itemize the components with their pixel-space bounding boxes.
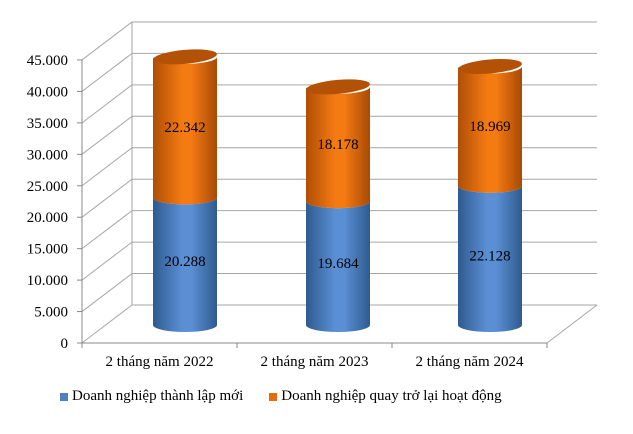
bar-segment bbox=[306, 86, 370, 209]
data-label: 20.288 bbox=[164, 254, 205, 270]
data-label: 22.342 bbox=[164, 120, 205, 136]
cylinder-top bbox=[153, 49, 217, 65]
cylinder-3: 22.128 18.969 bbox=[458, 58, 522, 332]
cylinder-top bbox=[458, 58, 522, 75]
y-tick-label: 25.000 bbox=[27, 179, 68, 195]
legend-item-returning: Doanh nghiệp quay trở lại hoạt động bbox=[269, 388, 502, 405]
y-tick-label: 10.000 bbox=[27, 273, 68, 289]
legend: Doanh nghiệp thành lập mới Doanh nghiệp … bbox=[60, 388, 502, 405]
x-tick-label: 2 tháng năm 2024 bbox=[416, 354, 524, 370]
data-label: 18.969 bbox=[469, 119, 510, 135]
x-axis-labels: 2 tháng năm 2022 2 tháng năm 2023 2 tháng … bbox=[106, 354, 524, 370]
y-axis-labels: 0 5.000 10.000 15.000 20.000 25.000 30.000 35.0… bbox=[27, 53, 68, 352]
data-label: 22.128 bbox=[469, 248, 510, 264]
bars: 20.288 22.342 19.684 18.178 22.128 18.969 bbox=[153, 49, 522, 332]
y-tick-label: 15.000 bbox=[27, 242, 68, 258]
x-tick-label: 2 tháng năm 2023 bbox=[261, 354, 369, 370]
axes bbox=[77, 59, 598, 348]
cylinder-2: 19.684 18.178 bbox=[306, 79, 370, 332]
y-tick-label: 5.000 bbox=[34, 305, 68, 321]
y-tick-label: 35.000 bbox=[27, 116, 68, 132]
y-tick-label: 20.000 bbox=[27, 210, 68, 226]
legend-swatch-blue bbox=[60, 392, 68, 401]
bar-segment bbox=[306, 201, 370, 332]
bar-segment bbox=[153, 197, 217, 332]
y-tick-label: 40.000 bbox=[27, 84, 68, 100]
x-tick-label: 2 tháng năm 2022 bbox=[106, 354, 214, 370]
cylinder-top bbox=[306, 79, 370, 95]
data-label: 19.684 bbox=[317, 256, 359, 272]
y-tick-label: 45.000 bbox=[27, 53, 68, 69]
cylinder-1: 20.288 22.342 bbox=[153, 49, 217, 332]
data-label: 18.178 bbox=[317, 137, 358, 153]
legend-swatch-orange bbox=[269, 392, 278, 401]
legend-label: Doanh nghiệp quay trở lại hoạt động bbox=[281, 388, 502, 404]
y-tick-label: 0 bbox=[61, 336, 69, 352]
legend-label: Doanh nghiệp thành lập mới bbox=[72, 388, 244, 404]
bar-segment bbox=[153, 56, 217, 205]
legend-item-new: Doanh nghiệp thành lập mới bbox=[60, 388, 243, 405]
bar-segment bbox=[458, 66, 522, 193]
y-tick-label: 30.000 bbox=[27, 147, 68, 163]
bar-segment bbox=[458, 185, 522, 332]
